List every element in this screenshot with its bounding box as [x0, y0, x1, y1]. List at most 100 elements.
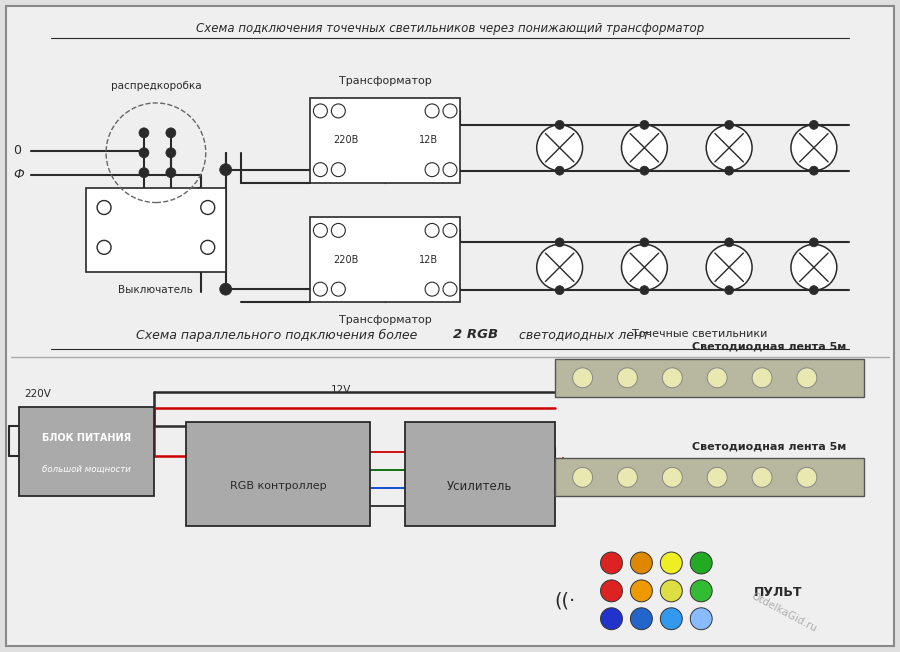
- Circle shape: [220, 164, 231, 175]
- Text: RGB контроллер: RGB контроллер: [230, 481, 327, 492]
- Circle shape: [555, 238, 564, 247]
- Text: Точечные светильники: Точечные светильники: [632, 329, 767, 339]
- Circle shape: [166, 148, 176, 158]
- Text: Светодиодная лента 5м: Светодиодная лента 5м: [692, 342, 846, 352]
- Circle shape: [331, 224, 346, 237]
- Text: БЛОК ПИТАНИЯ: БЛОК ПИТАНИЯ: [42, 433, 131, 443]
- Circle shape: [617, 368, 637, 388]
- Text: Ф: Ф: [14, 168, 24, 181]
- Circle shape: [640, 238, 649, 247]
- Circle shape: [443, 224, 457, 237]
- Text: 12В: 12В: [418, 255, 437, 265]
- Circle shape: [600, 580, 623, 602]
- Text: 0: 0: [14, 144, 22, 157]
- Circle shape: [809, 121, 818, 129]
- Circle shape: [690, 608, 712, 630]
- Bar: [310, 98, 460, 183]
- Circle shape: [443, 282, 457, 296]
- Circle shape: [425, 282, 439, 296]
- Circle shape: [630, 552, 652, 574]
- Text: Трансформатор: Трансформатор: [338, 76, 432, 86]
- Circle shape: [630, 580, 652, 602]
- Circle shape: [220, 283, 231, 295]
- Circle shape: [600, 608, 623, 630]
- Circle shape: [724, 286, 733, 295]
- Text: 220V: 220V: [24, 389, 51, 398]
- Circle shape: [724, 238, 733, 247]
- Circle shape: [622, 125, 667, 171]
- Circle shape: [724, 121, 733, 129]
- Circle shape: [97, 241, 111, 254]
- Text: Трансформатор: Трансформатор: [338, 315, 432, 325]
- Circle shape: [640, 166, 649, 175]
- Circle shape: [331, 163, 346, 177]
- Circle shape: [572, 467, 592, 487]
- Text: Светодиодная лента 5м: Светодиодная лента 5м: [692, 441, 846, 451]
- Circle shape: [690, 580, 712, 602]
- Text: Схема подключения точечных светильников через понижающий трансформатор: Схема подключения точечных светильников …: [196, 22, 704, 35]
- Circle shape: [139, 148, 148, 158]
- Circle shape: [425, 104, 439, 118]
- Text: Схема параллельного подключения более: Схема параллельного подключения более: [136, 329, 421, 342]
- Circle shape: [139, 168, 148, 177]
- Circle shape: [706, 125, 752, 171]
- Circle shape: [809, 238, 818, 247]
- Text: 12В: 12В: [418, 136, 437, 145]
- Circle shape: [796, 467, 817, 487]
- Circle shape: [555, 166, 564, 175]
- Text: большой мощности: большой мощности: [42, 465, 131, 474]
- Circle shape: [201, 241, 215, 254]
- Bar: [19, 407, 154, 496]
- Circle shape: [600, 552, 623, 574]
- Bar: [310, 218, 460, 302]
- Circle shape: [752, 467, 772, 487]
- Bar: [405, 422, 554, 526]
- Bar: [86, 188, 226, 273]
- Circle shape: [662, 368, 682, 388]
- Circle shape: [313, 282, 328, 296]
- Circle shape: [809, 286, 818, 295]
- Circle shape: [791, 244, 837, 290]
- Text: Выключатель: Выключатель: [119, 285, 194, 295]
- Text: ((·: ((·: [554, 591, 575, 610]
- Circle shape: [752, 368, 772, 388]
- Circle shape: [443, 104, 457, 118]
- Circle shape: [630, 608, 652, 630]
- Circle shape: [617, 467, 637, 487]
- Circle shape: [622, 244, 667, 290]
- Circle shape: [313, 224, 328, 237]
- Circle shape: [201, 201, 215, 215]
- Text: светодиодных лент: светодиодных лент: [515, 329, 649, 342]
- Circle shape: [425, 163, 439, 177]
- Circle shape: [809, 166, 818, 175]
- Circle shape: [724, 166, 733, 175]
- Circle shape: [555, 286, 564, 295]
- Circle shape: [313, 104, 328, 118]
- Circle shape: [796, 368, 817, 388]
- Bar: [185, 422, 370, 526]
- Circle shape: [791, 125, 837, 171]
- Circle shape: [661, 608, 682, 630]
- Text: 12V: 12V: [330, 385, 351, 394]
- Circle shape: [706, 244, 752, 290]
- Bar: [554, 458, 864, 496]
- Circle shape: [536, 244, 582, 290]
- Text: 220В: 220В: [334, 136, 359, 145]
- Circle shape: [166, 128, 176, 138]
- Circle shape: [331, 282, 346, 296]
- Circle shape: [443, 163, 457, 177]
- Circle shape: [640, 286, 649, 295]
- Circle shape: [139, 128, 148, 138]
- Text: OtdelkaGid.ru: OtdelkaGid.ru: [750, 591, 818, 634]
- Text: ПУЛЬТ: ПУЛЬТ: [754, 586, 803, 599]
- Circle shape: [425, 224, 439, 237]
- Circle shape: [662, 467, 682, 487]
- Circle shape: [707, 467, 727, 487]
- Circle shape: [707, 368, 727, 388]
- Text: 220В: 220В: [334, 255, 359, 265]
- Circle shape: [313, 163, 328, 177]
- Text: 2 RGB: 2 RGB: [453, 329, 498, 342]
- Circle shape: [166, 168, 176, 177]
- Circle shape: [661, 552, 682, 574]
- Text: Усилитель: Усилитель: [447, 480, 513, 493]
